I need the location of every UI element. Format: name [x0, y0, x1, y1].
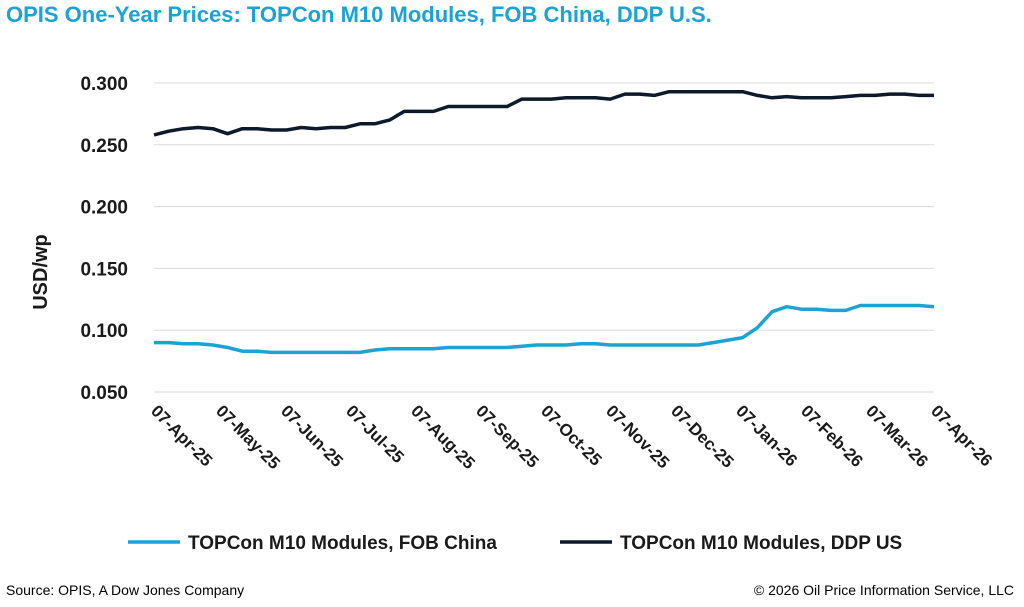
series-line-fob-china	[154, 303, 935, 355]
series-lines	[153, 89, 935, 355]
x-tick-label: 07-Jul-25	[342, 401, 408, 467]
gridlines	[154, 82, 934, 393]
copyright-note: © 2026 Oil Price Information Service, LL…	[753, 582, 1014, 598]
chart-title: OPIS One-Year Prices: TOPCon M10 Modules…	[6, 2, 712, 27]
y-tick-label: 0.100	[80, 321, 128, 342]
legend-label-ddp-us: TOPCon M10 Modules, DDP US	[620, 533, 902, 554]
legend: TOPCon M10 Modules, FOB China TOPCon M10…	[128, 533, 902, 554]
x-tick-label: 07-Oct-25	[537, 401, 605, 469]
legend-label-fob-china: TOPCon M10 Modules, FOB China	[188, 533, 497, 554]
y-axis-ticks: 0.050 0.100 0.150 0.200 0.250 0.300	[80, 74, 128, 404]
x-tick-label: 07-Feb-26	[797, 401, 867, 471]
series-line-ddp-us	[153, 89, 934, 137]
y-axis-label: USD/wp	[30, 234, 52, 310]
x-tick-label: 07-Aug-25	[407, 401, 479, 473]
x-tick-label: 07-Nov-25	[602, 401, 673, 472]
x-tick-label: 07-Jan-26	[732, 401, 801, 470]
x-tick-label: 07-Jun-25	[277, 401, 347, 471]
x-tick-label: 07-Apr-26	[927, 401, 996, 470]
y-tick-label: 0.250	[80, 136, 128, 157]
x-tick-label: 07-Mar-26	[862, 401, 932, 471]
line-chart: 0.050 0.100 0.150 0.200 0.250 0.300 07-Apr-25…	[30, 74, 996, 554]
x-tick-label: 07-May-25	[212, 401, 284, 473]
y-tick-label: 0.200	[80, 198, 128, 219]
source-note: Source: OPIS, A Dow Jones Company	[6, 582, 245, 598]
y-tick-label: 0.150	[80, 259, 128, 280]
x-tick-label: 07-Apr-25	[147, 401, 216, 470]
x-tick-label: 07-Sep-25	[472, 401, 542, 471]
x-tick-label: 07-Dec-25	[667, 401, 737, 471]
y-tick-label: 0.300	[80, 74, 128, 95]
y-tick-label: 0.050	[80, 383, 128, 404]
